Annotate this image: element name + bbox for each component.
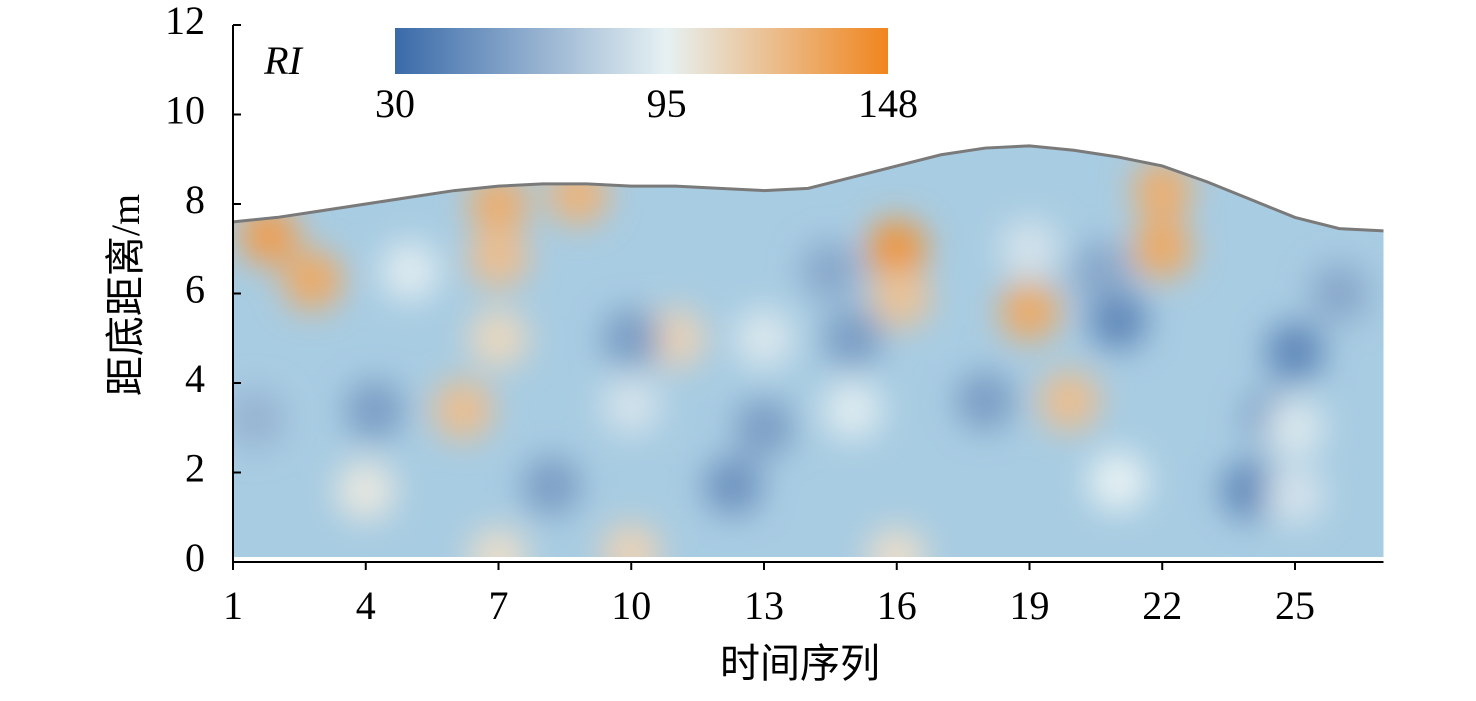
x-tick-label: 10 [611, 583, 651, 628]
ri-spot [1132, 160, 1193, 221]
x-tick-label: 25 [1275, 583, 1315, 628]
ri-spot [734, 308, 794, 369]
ri-spot [282, 250, 343, 311]
ri-spot [468, 227, 529, 288]
ri-spot [548, 165, 609, 226]
ri-spot [344, 379, 405, 440]
ri-spot [601, 308, 662, 369]
ri-spot [1220, 460, 1281, 521]
ri-spot [645, 308, 706, 369]
y-tick-label: 2 [185, 446, 205, 491]
y-tick-label: 6 [185, 267, 205, 312]
y-tick-label: 8 [185, 177, 205, 222]
ri-spot [1132, 218, 1193, 279]
ri-spot [800, 241, 861, 302]
ri-spot [380, 241, 440, 302]
ri-spot [601, 375, 662, 436]
ri-spot [1265, 321, 1325, 382]
ri-spot [1088, 290, 1148, 351]
ri-spot [335, 460, 396, 521]
x-tick-label: 4 [356, 583, 376, 628]
x-tick-label: 1 [223, 583, 243, 628]
colorbar-tick-label: 30 [375, 81, 415, 126]
ri-spot [433, 379, 494, 440]
ri-spot [521, 455, 582, 516]
x-tick-label: 7 [489, 583, 509, 628]
ri-spot [999, 218, 1060, 279]
y-axis-label: 距底距离/m [103, 194, 148, 396]
ri-spot [1088, 451, 1148, 512]
ri-spot [601, 523, 662, 557]
colorbar [395, 28, 888, 74]
surface-line [232, 144, 1384, 233]
x-tick-label: 16 [877, 583, 917, 628]
colorbar-label: RI [263, 38, 303, 83]
ri-spot [871, 267, 932, 328]
ri-spot [703, 455, 764, 516]
x-tick-label: 19 [1010, 583, 1050, 628]
colorbar-tick-label: 148 [858, 81, 918, 126]
ri-spot [866, 527, 927, 557]
ri-spot [1265, 464, 1325, 525]
x-axis-label: 时间序列 [720, 641, 880, 686]
ri-spot [468, 174, 529, 234]
ri-spot [468, 308, 529, 369]
ri-spot [822, 379, 883, 440]
y-tick-label: 10 [165, 88, 205, 133]
y-tick-label: 4 [185, 356, 205, 401]
ri-spot [1070, 241, 1131, 302]
ri-spot [822, 308, 883, 369]
ri-spot [468, 527, 529, 557]
ri-spot [955, 370, 1016, 431]
colorbar-tick-label: 95 [647, 81, 687, 126]
x-tick-label: 22 [1142, 583, 1182, 628]
ri-spot [1309, 263, 1370, 324]
x-tick-label: 13 [744, 583, 784, 628]
ri-spot [866, 218, 927, 279]
spots [233, 160, 1370, 557]
ri-spot [1265, 397, 1325, 458]
ri-spot [999, 281, 1060, 342]
y-tick-label: 12 [165, 0, 205, 43]
ri-spot [734, 397, 794, 458]
field [233, 145, 1384, 557]
ri-spot [1039, 370, 1100, 431]
ri-spot [233, 388, 286, 449]
y-tick-label: 0 [185, 535, 205, 580]
field-background [233, 145, 1384, 557]
